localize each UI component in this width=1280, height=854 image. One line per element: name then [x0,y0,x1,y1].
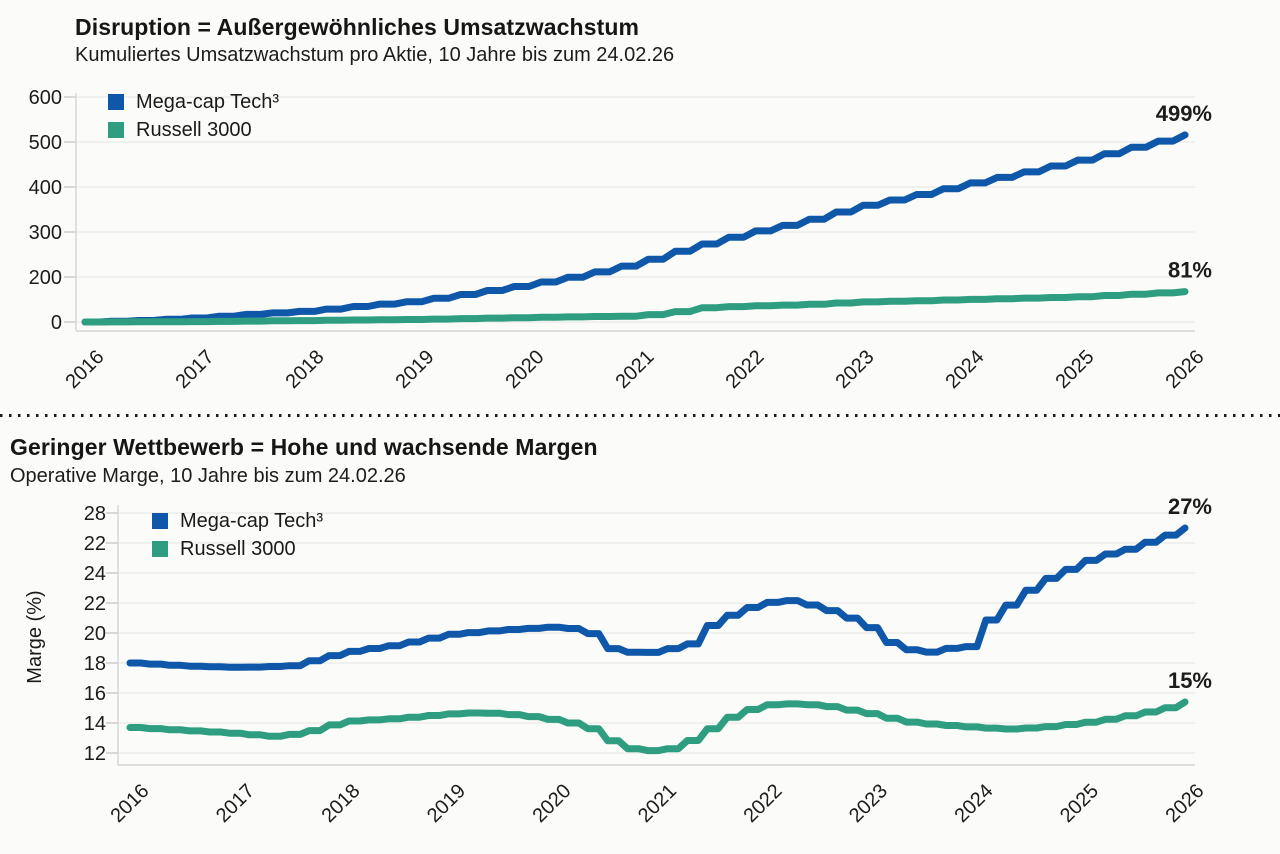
chart2-title: Geringer Wettbewerb = Hohe und wachsende… [10,434,598,460]
chart1-y-tick-label: 600 [29,87,62,109]
chart2-end-label-russell-3000: 15% [1168,668,1212,693]
chart2-y-tick-label: 22 [84,533,106,555]
chart1-subtitle: Kumuliertes Umsatzwachstum pro Aktie, 10… [75,44,675,66]
legend-item-russell-3000: Russell 3000 [152,535,323,563]
chart2-line-mega-cap-tech [126,524,1189,671]
legend-item-mega-cap-tech: Mega-cap Tech³ [152,507,323,535]
chart2-y-tick-label: 20 [84,623,106,645]
chart2-y-tick-label: 14 [84,713,106,735]
chart2-subtitle: Operative Marge, 10 Jahre bis zum 24.02.… [10,465,406,487]
chart1-y-tick-label: 300 [29,222,62,244]
chart2-y-tick-label: 22 [84,593,106,615]
chart2-series-mega-cap-tech: 27% [126,494,1212,671]
chart1-x-tick-label: 2023 [832,346,879,393]
chart2-y-ticks: 28 22 24 22 20 18 16 14 12 [84,503,106,765]
dotted-divider [0,414,1280,417]
chart2-x-tick-label: 2017 [212,780,259,827]
legend-item-russell-3000: Russell 3000 [108,116,279,144]
chart2-grid [106,505,1195,766]
chart1-y-tick-label: 0 [51,312,62,334]
chart2-y-axis-title: Marge (%) [24,590,46,684]
chart1-end-label-russell-3000: 81% [1168,258,1212,283]
chart1-y-ticks: 600 500 400 300 200 0 [29,87,62,334]
chart2-x-tick-label: 2016 [107,780,154,827]
chart2-x-tick-label: 2023 [845,780,892,827]
chart1-x-tick-label: 2026 [1162,346,1209,393]
chart1-y-tick-label: 200 [29,267,62,289]
chart2-x-ticks: 2016 2017 2018 2019 2020 2021 2022 2023 2024 2025… [107,780,1209,827]
legend-swatch-mega-cap-tech [108,94,124,110]
legend-label-russell-3000: Russell 3000 [136,118,252,141]
chart1-x-tick-label: 2020 [502,346,549,393]
chart1-x-tick-label: 2024 [942,346,989,393]
chart2-y-tick-label: 12 [84,743,106,765]
chart1-y-tick-label: 500 [29,132,62,154]
legend-item-mega-cap-tech: Mega-cap Tech³ [108,88,279,116]
chart1-line-mega-cap-tech [81,131,1189,326]
chart1-title: Disruption = Außergewöhnliches Umsatzwac… [75,14,640,40]
chart2-x-tick-label: 2019 [423,780,470,827]
chart1-y-tick-label: 400 [29,177,62,199]
chart1-x-tick-label: 2025 [1052,346,1099,393]
chart1-x-tick-label: 2019 [392,346,439,393]
chart1-x-tick-label: 2022 [722,346,769,393]
chart2-y-tick-label: 16 [84,683,106,705]
chart2-legend: Mega-cap Tech³ Russell 3000 [152,507,323,563]
chart2-x-tick-label: 2025 [1056,780,1103,827]
chart1-line-russell-3000 [81,288,1189,326]
chart2-x-tick-label: 2022 [740,780,787,827]
chart1-x-tick-label: 2016 [62,346,109,393]
legend-swatch-mega-cap-tech [152,513,168,529]
legend-swatch-russell-3000 [108,122,124,138]
chart1-x-tick-label: 2021 [612,346,659,393]
chart2-x-tick-label: 2024 [951,780,998,827]
chart2-x-tick-label: 2018 [318,780,365,827]
chart1-series-mega-cap-tech: 499% [81,101,1212,326]
chart2-y-tick-label: 18 [84,653,106,675]
chart2-x-tick-label: 2026 [1162,780,1209,827]
chart1-end-label-mega-cap-tech: 499% [1156,101,1212,126]
chart2-y-tick-label: 28 [84,503,106,525]
legend-label-mega-cap-tech: Mega-cap Tech³ [180,509,324,532]
chart2-x-tick-label: 2021 [634,780,681,827]
chart1-x-tick-label: 2018 [282,346,329,393]
chart1-x-ticks: 2016 2017 2018 2019 2020 2021 2022 2023 2024 2025… [62,346,1209,393]
chart1-series-russell-3000: 81% [81,258,1212,326]
legend-label-mega-cap-tech: Mega-cap Tech³ [136,90,280,113]
chart2-line-russell-3000 [126,698,1189,755]
chart2-series-russell-3000: 15% [126,668,1212,755]
chart2-x-tick-label: 2020 [529,780,576,827]
chart2-y-tick-label: 24 [84,563,106,585]
legend-swatch-russell-3000 [152,541,168,557]
chart1-legend: Mega-cap Tech³ Russell 3000 [108,88,279,144]
chart1-x-tick-label: 2017 [172,346,219,393]
chart2-end-label-mega-cap-tech: 27% [1168,494,1212,519]
legend-label-russell-3000: Russell 3000 [180,537,296,560]
